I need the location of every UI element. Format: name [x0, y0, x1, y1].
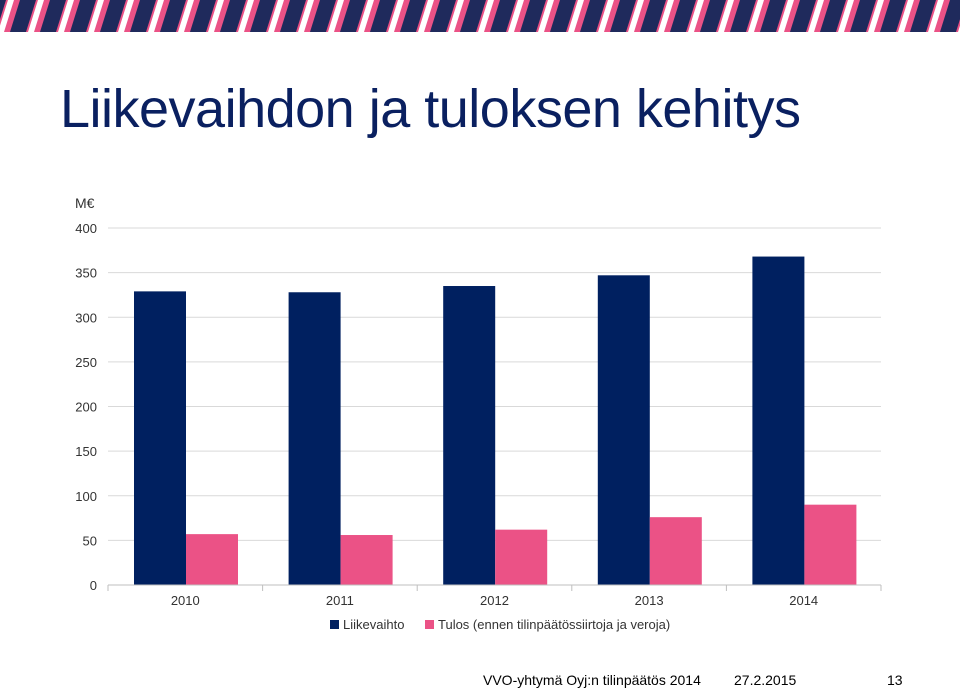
footer-org: VVO-yhtymä Oyj:n tilinpäätös 2014 — [483, 672, 701, 688]
y-tick-label: 250 — [75, 355, 97, 370]
y-tick-label: 0 — [90, 578, 97, 593]
x-tick-label: 2014 — [789, 593, 818, 608]
y-unit-label: M€ — [75, 195, 95, 211]
bar-liikevaihto — [443, 286, 496, 585]
slide-title: Liikevaihdon ja tuloksen kehitys — [60, 79, 801, 139]
y-tick-label: 200 — [75, 400, 97, 415]
y-tick-label: 350 — [75, 266, 97, 281]
y-tick-label: 100 — [75, 489, 97, 504]
footer-date: 27.2.2015 — [734, 672, 797, 688]
y-tick-label: 150 — [75, 444, 97, 459]
bar-tulos — [186, 534, 238, 585]
bar-liikevaihto — [597, 275, 650, 585]
y-tick-label: 300 — [75, 310, 97, 325]
y-tick-label: 50 — [83, 533, 97, 548]
bar-liikevaihto — [752, 256, 805, 585]
x-tick-label: 2012 — [480, 593, 509, 608]
footer: VVO-yhtymä Oyj:n tilinpäätös 2014 27.2.2… — [0, 672, 960, 692]
bar-tulos — [495, 529, 548, 585]
bars — [134, 256, 857, 585]
y-tick-label: 400 — [75, 221, 97, 236]
legend-swatch — [330, 620, 339, 629]
bar-liikevaihto — [288, 292, 341, 585]
y-axis-ticks: 0 50 100 150 200 250 300 350 400 — [75, 221, 97, 593]
bar-tulos — [340, 535, 393, 585]
x-tick-label: 2013 — [635, 593, 664, 608]
legend-label: Tulos (ennen tilinpäätössiirtoja ja vero… — [438, 617, 670, 632]
bar-liikevaihto — [134, 291, 186, 585]
legend: Liikevaihto Tulos (ennen tilinpäätössiirt… — [330, 617, 670, 632]
decorative-banner — [0, 0, 960, 32]
footer-page-number: 13 — [887, 672, 903, 688]
legend-label: Liikevaihto — [343, 617, 404, 632]
bar-tulos — [649, 517, 702, 585]
x-axis: 2010 2011 2012 2013 2014 — [107, 584, 882, 608]
x-tick-label: 2011 — [326, 593, 354, 608]
x-tick-label: 2010 — [171, 593, 200, 608]
bar-tulos — [804, 504, 857, 585]
legend-swatch — [425, 620, 434, 629]
